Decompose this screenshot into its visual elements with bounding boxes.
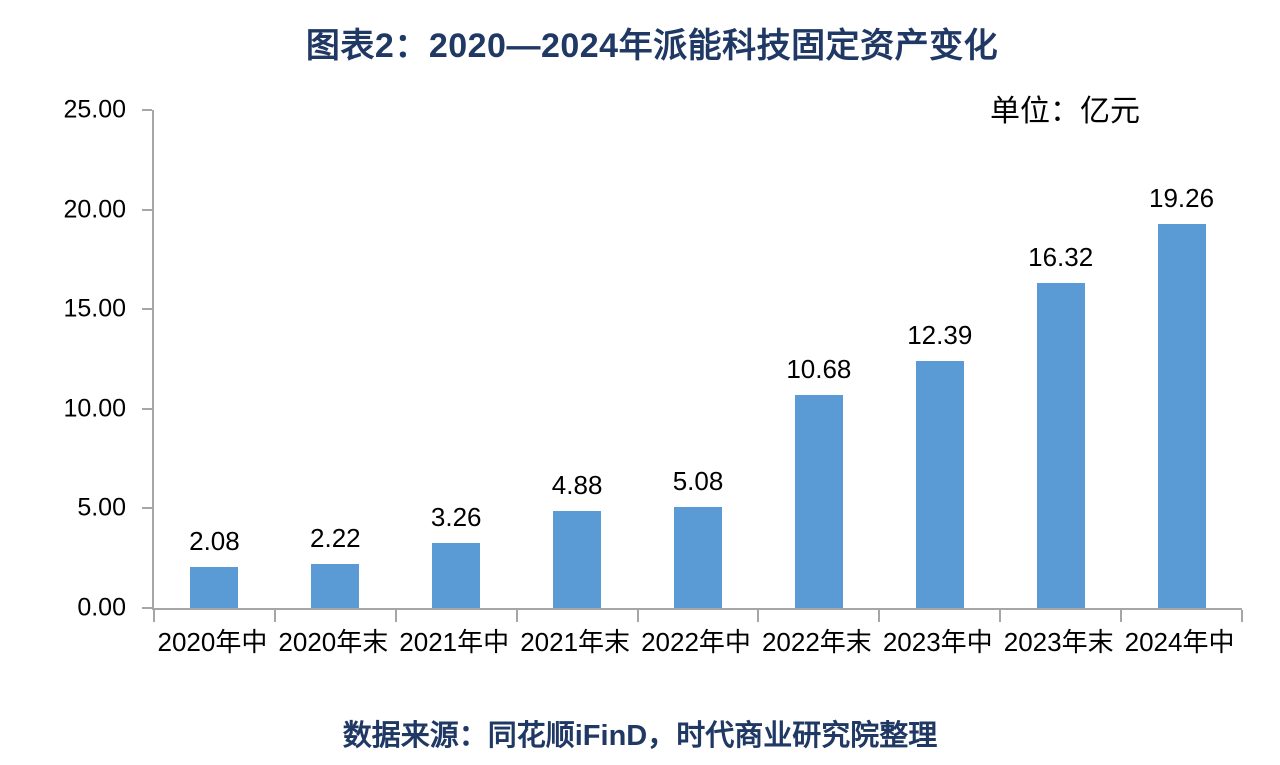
bar-2021年末: [553, 511, 602, 608]
y-axis-tick: [142, 308, 152, 311]
bar-value-label: 16.32: [1028, 242, 1094, 272]
bar-2023年末: [1036, 283, 1085, 608]
y-axis-tick: [142, 407, 152, 410]
x-axis-tick: [515, 610, 518, 622]
x-axis-tick: [878, 610, 881, 622]
bar-value-label: 3.26: [430, 502, 482, 532]
x-axis-label: 2021年中: [399, 627, 510, 657]
x-axis-label: 2023年中: [882, 627, 993, 657]
x-axis-label: 2021年末: [520, 627, 631, 657]
x-axis-tick: [1241, 610, 1243, 622]
bar-value-label: 2.22: [310, 523, 361, 553]
bar-2022年末: [794, 395, 843, 608]
x-axis-tick: [153, 610, 155, 622]
bar-2024年中: [1157, 224, 1206, 608]
bar-value-label: 10.68: [786, 354, 852, 384]
y-axis-label: 10.00: [63, 394, 126, 423]
bar-value-label: 12.39: [907, 320, 973, 350]
plot-area: 2.08 2.22 3.26 4.88 5.08 10.68 12.39 16.32 19.26: [142, 109, 1243, 622]
y-axis-label: 5.00: [77, 493, 126, 522]
bar-2023年中: [915, 361, 964, 608]
y-axis-tick: [142, 208, 152, 211]
x-axis-tick: [999, 610, 1002, 622]
y-axis-label: 20.00: [63, 195, 126, 224]
x-axis-tick: [757, 610, 760, 622]
y-axis-tick: [142, 507, 152, 510]
x-axis-tick: [636, 610, 639, 622]
source-note: 数据来源：同花顺iFinD，时代商业研究院整理: [342, 720, 938, 752]
x-axis-label: 2022年末: [761, 627, 872, 657]
x-axis-tick: [273, 610, 276, 622]
bar-2021年中: [432, 543, 481, 608]
x-axis-tick: [394, 610, 397, 622]
x-axis-label: 2020年末: [278, 627, 389, 657]
bar-value-label: 19.26: [1149, 183, 1215, 213]
chart-title: 图表2：2020—2024年派能科技固定资产变化: [305, 27, 999, 65]
bar-2022年中: [674, 507, 722, 608]
bar-value-label: 5.08: [672, 466, 724, 496]
x-axis-tick: [1120, 610, 1123, 622]
x-axis-label: 2022年中: [641, 627, 751, 657]
y-axis-label: 15.00: [63, 294, 126, 323]
unit-label: 单位：亿元: [990, 95, 1140, 128]
bar-2020年末: [311, 564, 360, 608]
x-axis-label: 2024年中: [1124, 627, 1235, 657]
y-axis-label: 25.00: [63, 95, 126, 124]
x-axis-label: 2023年末: [1003, 627, 1114, 657]
x-axis-label: 2020年中: [157, 627, 268, 657]
y-axis-tick: [142, 607, 152, 609]
bar-2020年中: [190, 567, 239, 608]
y-axis-label: 0.00: [77, 593, 126, 622]
y-axis-tick: [142, 109, 152, 111]
bar-value-label: 2.08: [189, 526, 240, 556]
bar-value-label: 4.88: [551, 470, 603, 500]
